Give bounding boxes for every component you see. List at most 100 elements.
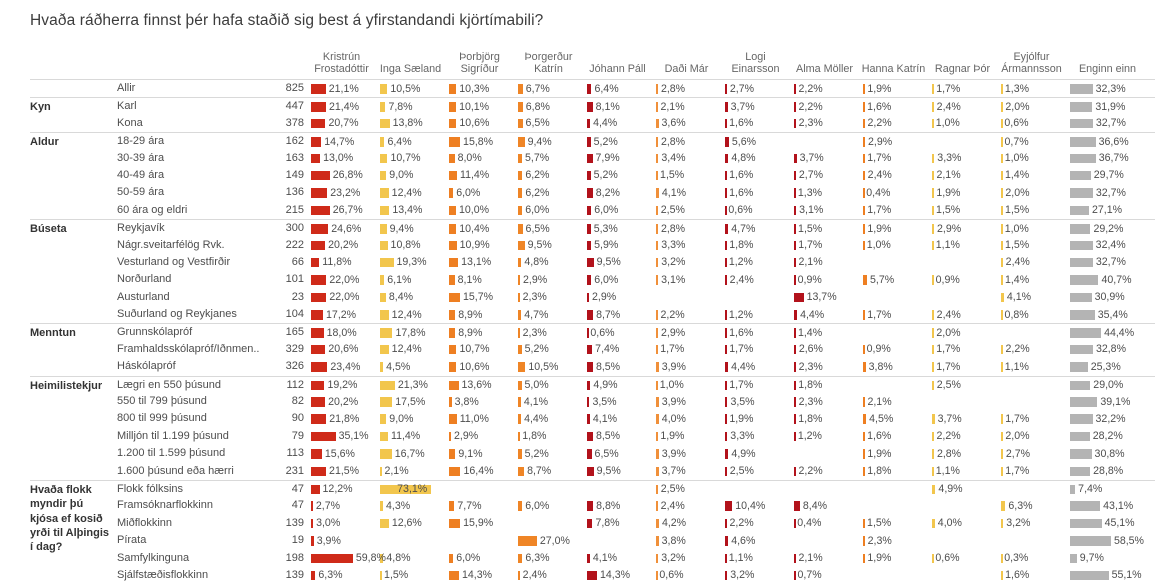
data-cell: 30,9% — [1066, 289, 1149, 306]
row-label: Framhaldsskólapróf/Iðnmen.. — [117, 342, 260, 355]
data-cell: 6,5% — [583, 445, 652, 462]
data-cell: 2,7% — [307, 497, 376, 514]
table-row: Vesturland og Vestfirðir 66 11,8% 19,3% 13,1… — [30, 254, 1155, 271]
value-label: 6,5% — [525, 222, 550, 235]
value-bar — [725, 466, 727, 477]
value-bar — [380, 257, 394, 268]
table-row: 40-49 ára 149 26,8% 9,0% 11,4% 6,2% 5,2% 1,5% 1,… — [30, 167, 1155, 184]
data-cell: 1,9% — [859, 80, 928, 97]
value-bar — [587, 570, 597, 581]
data-cell: 2,6% — [790, 341, 859, 358]
value-label: 2,8% — [936, 447, 962, 460]
value-bar — [518, 431, 520, 442]
value-bar — [311, 380, 325, 391]
table-row: Nágr.sveitarfélög Rvk. 222 20,2% 10,8% 10,9%… — [30, 237, 1155, 254]
data-cell — [514, 515, 583, 532]
value-label: 6,3% — [525, 552, 550, 565]
value-bar — [725, 570, 728, 581]
value-label: 3,2% — [661, 552, 686, 565]
value-bar — [932, 449, 934, 459]
value-label: 2,2% — [798, 82, 823, 95]
value-bar — [1001, 275, 1003, 285]
value-bar — [1070, 188, 1093, 198]
value-label: 4,1% — [661, 186, 687, 199]
value-label: 2,8% — [660, 135, 686, 148]
value-bar — [380, 84, 388, 94]
data-cell: 8,5% — [583, 428, 652, 445]
data-cell: 9,1% — [445, 445, 514, 462]
data-cell: 1,0% — [652, 377, 721, 394]
data-cell: 1,6% — [859, 98, 928, 115]
value-label: 2,3% — [798, 117, 823, 130]
data-cell: 3,7% — [652, 463, 721, 480]
value-bar — [587, 118, 591, 129]
data-cell: 4,4% — [514, 410, 583, 427]
data-cell: 8,4% — [376, 289, 445, 306]
data-cell: 2,7% — [790, 167, 859, 184]
data-cell: 2,4% — [859, 167, 928, 184]
value-label: 2,7% — [315, 499, 341, 512]
data-cell: 1,7% — [859, 202, 928, 219]
value-bar — [518, 380, 522, 391]
value-label: 32,7% — [1095, 117, 1126, 130]
data-cell: 4,7% — [514, 306, 583, 323]
value-bar — [380, 501, 383, 511]
row-label: 1.200 til 1.599 þúsund — [117, 447, 226, 460]
value-bar — [449, 362, 457, 372]
data-cell: 2,1% — [376, 463, 445, 480]
data-cell: 32,8% — [1066, 341, 1149, 358]
row-label: 30-39 ára — [117, 151, 165, 164]
value-bar — [380, 240, 388, 251]
data-cell: 9,5% — [583, 463, 652, 480]
value-bar — [656, 466, 659, 477]
value-bar — [311, 224, 329, 234]
value-label: 3,9% — [661, 395, 686, 408]
value-bar — [863, 84, 865, 94]
data-cell: 9,0% — [376, 410, 445, 427]
data-cell: 4,7% — [721, 220, 790, 237]
value-label: 2,0% — [1005, 100, 1030, 113]
value-bar — [380, 118, 390, 129]
value-bar — [311, 275, 327, 285]
value-bar — [656, 137, 658, 147]
value-bar — [449, 501, 455, 511]
data-cell: 21,5% — [307, 463, 376, 480]
value-label: 3,2% — [730, 569, 755, 582]
value-bar — [794, 431, 796, 442]
value-label: 1,9% — [936, 186, 961, 199]
data-cell: 12,2% — [307, 481, 376, 498]
row-count: 112 — [286, 378, 304, 391]
value-label: 2,4% — [867, 169, 892, 182]
value-bar — [1001, 449, 1003, 459]
value-bar — [1001, 553, 1003, 564]
value-label: 2,1% — [936, 169, 961, 182]
data-cell: 1,7% — [928, 341, 997, 358]
value-label: 6,4% — [594, 82, 619, 95]
value-bar — [794, 397, 796, 407]
data-cell: 18,0% — [307, 324, 376, 341]
group-cell — [30, 80, 117, 97]
value-label: 2,4% — [936, 100, 961, 113]
group-cell — [30, 341, 117, 358]
value-label: 0,4% — [866, 186, 891, 199]
data-cell: 8,2% — [583, 184, 652, 201]
group-label: Heimilistekjur — [30, 379, 103, 392]
row-count: 113 — [286, 447, 304, 460]
data-cell: 11,4% — [376, 428, 445, 445]
row-count: 90 — [291, 412, 304, 425]
data-cell: 3,8% — [859, 358, 928, 375]
value-label: 1,2% — [728, 256, 753, 269]
page-title: Hvaða ráðherra finnst þér hafa staðið si… — [30, 12, 544, 29]
group-cell: Menntun — [30, 324, 117, 341]
data-cell: 1,7% — [859, 150, 928, 167]
data-cell: 29,2% — [1066, 220, 1149, 237]
data-cell: 2,5% — [928, 377, 997, 394]
data-cell — [583, 481, 652, 498]
value-label: 10,7% — [390, 152, 421, 165]
value-bar — [725, 170, 727, 181]
value-bar — [794, 118, 796, 129]
row-count: 162 — [285, 135, 304, 148]
value-bar — [656, 240, 659, 251]
data-cell — [997, 377, 1066, 394]
value-bar — [1070, 328, 1102, 338]
